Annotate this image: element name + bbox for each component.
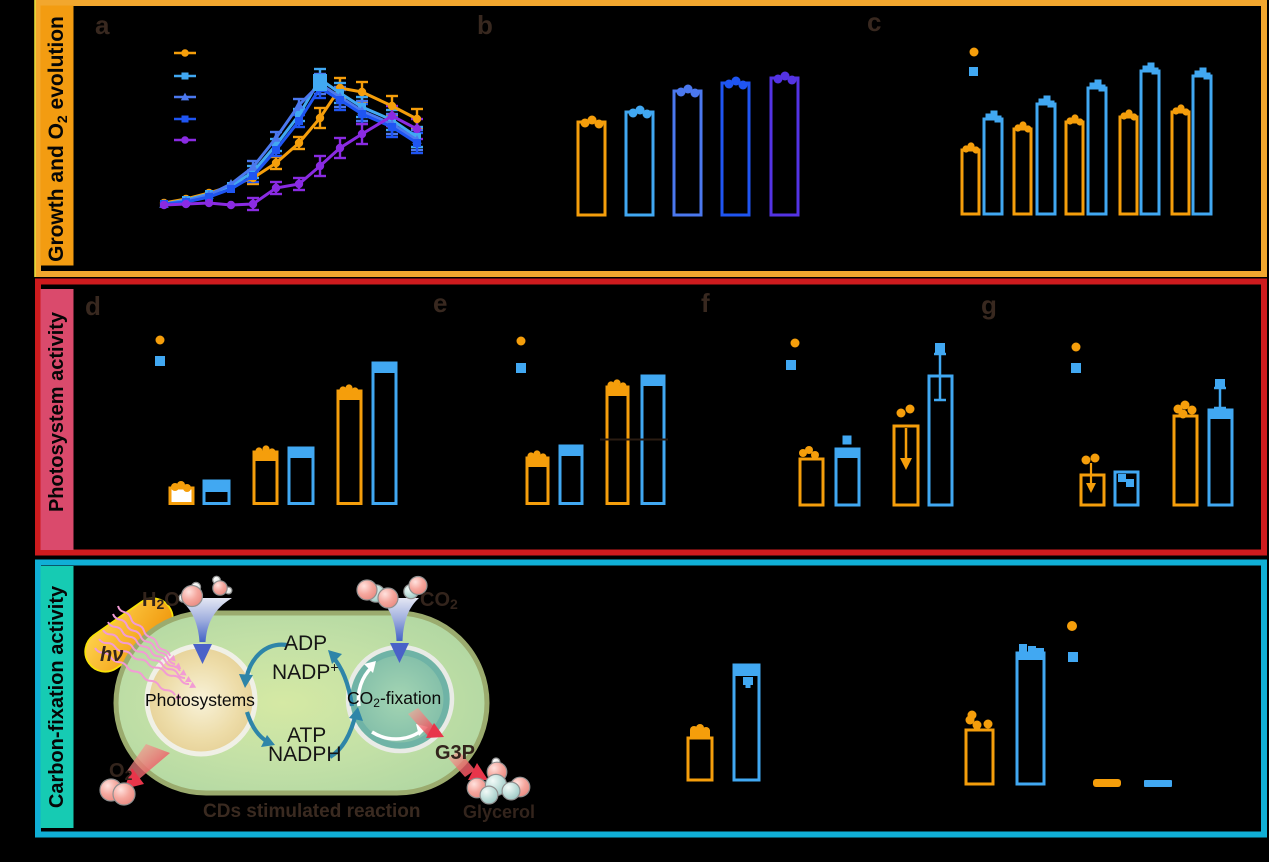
svg-text:c: c: [867, 7, 881, 37]
svg-text:Carbon-fixation activity: Carbon-fixation activity: [46, 585, 68, 808]
svg-text:Glycerol: Glycerol: [463, 802, 535, 822]
svg-text:d: d: [85, 291, 101, 321]
svg-text:b: b: [477, 10, 493, 40]
svg-text:Photosystem activity: Photosystem activity: [46, 311, 68, 512]
svg-text:hν: hν: [100, 644, 123, 666]
svg-text:Photosystems: Photosystems: [145, 690, 255, 710]
svg-text:ADP: ADP: [284, 632, 327, 655]
svg-text:ATP: ATP: [287, 724, 326, 747]
svg-text:e: e: [433, 288, 447, 318]
svg-text:CO2: CO2: [420, 589, 458, 612]
svg-text:G3P: G3P: [435, 742, 475, 764]
svg-text:CO2-fixation: CO2-fixation: [347, 688, 441, 710]
svg-text:g: g: [981, 290, 997, 320]
svg-text:a: a: [95, 10, 110, 40]
svg-text:f: f: [701, 288, 710, 318]
svg-text:CDs stimulated reaction: CDs stimulated reaction: [203, 801, 421, 822]
svg-text:Growth and O2 evolution: Growth and O2 evolution: [45, 16, 70, 262]
svg-text:NADP+: NADP+: [272, 659, 339, 684]
svg-text:H2O: H2O: [142, 589, 180, 612]
svg-text:NADPH: NADPH: [268, 743, 342, 766]
